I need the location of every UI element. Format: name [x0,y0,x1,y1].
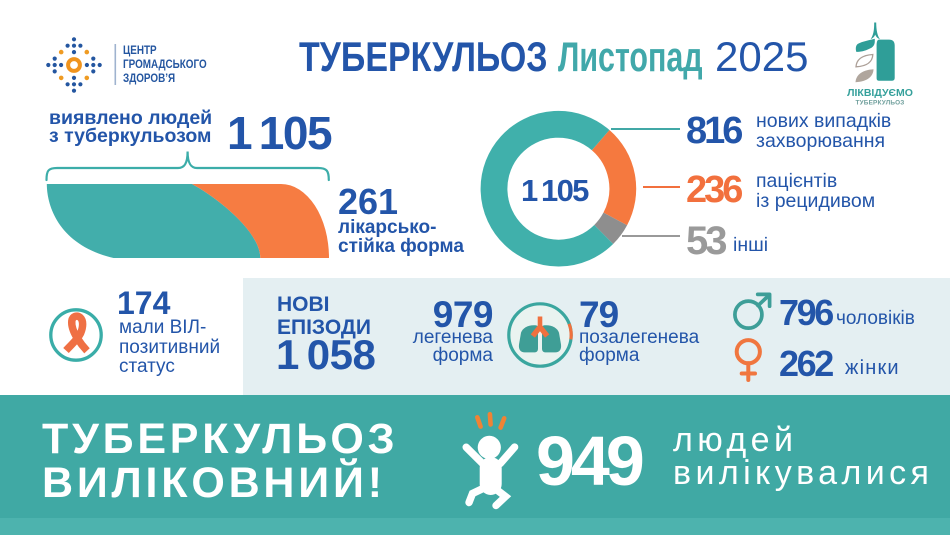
svg-text:ГРОМАДСЬКОГО: ГРОМАДСЬКОГО [123,58,207,71]
svg-text:ТУБЕРКУЛЬОЗ: ТУБЕРКУЛЬОЗ [856,100,905,107]
svg-text:ЗДОРОВ’Я: ЗДОРОВ’Я [123,72,175,85]
svg-text:ЛІКВІДУЄМО: ЛІКВІДУЄМО [847,87,913,99]
svg-text:ЦЕНТР: ЦЕНТР [123,44,157,57]
